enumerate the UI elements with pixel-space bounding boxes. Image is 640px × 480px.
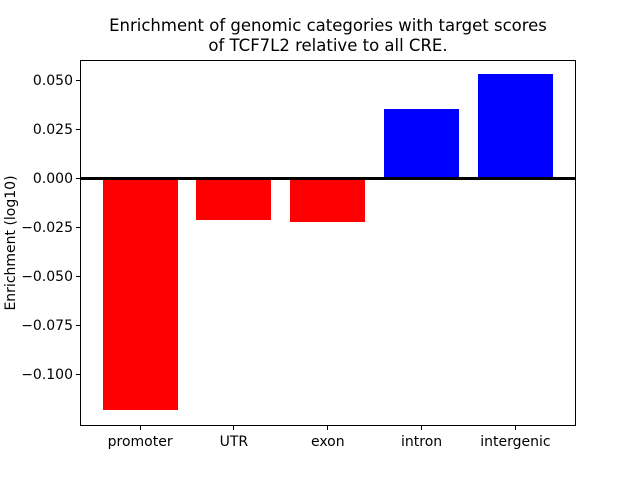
x-tick-label-intron: intron: [401, 434, 443, 450]
y-tick-mark: [76, 325, 80, 327]
x-tick-label-intergenic: intergenic: [480, 434, 551, 450]
x-tick-mark: [514, 426, 516, 430]
bar-promoter: [102, 178, 178, 410]
y-tick-mark: [76, 80, 80, 82]
y-tick-label: 0.000: [32, 170, 73, 187]
y-tick-label: −0.025: [21, 219, 73, 236]
bar-intergenic: [477, 73, 553, 179]
y-tick-mark: [76, 276, 80, 278]
y-tick-mark: [76, 129, 80, 131]
bar-exon: [290, 178, 366, 222]
y-tick-label: 0.050: [32, 72, 73, 89]
x-tick-mark: [327, 426, 329, 430]
x-tick-mark: [139, 426, 141, 430]
plot-area: [80, 60, 576, 426]
y-tick-label: −0.050: [21, 268, 73, 285]
x-tick-label-promoter: promoter: [107, 434, 173, 450]
chart-title-line1: Enrichment of genomic categories with ta…: [109, 16, 547, 35]
y-tick-mark: [76, 227, 80, 229]
bar-UTR: [196, 178, 272, 220]
chart-title-line2: of TCF7L2 relative to all CRE.: [208, 35, 448, 55]
zero-line: [80, 177, 576, 181]
chart-title: Enrichment of genomic categories with ta…: [80, 16, 576, 56]
x-tick-mark: [233, 426, 235, 430]
y-tick-label: −0.075: [21, 317, 73, 334]
y-tick-label: 0.025: [32, 121, 73, 138]
y-tick-mark: [76, 374, 80, 375]
x-tick-label-exon: exon: [310, 434, 345, 450]
bar-intron: [384, 109, 460, 179]
y-axis-label: Enrichment (log10): [3, 175, 19, 311]
y-tick-mark: [76, 178, 80, 180]
x-tick-mark: [421, 426, 423, 430]
y-tick-label: −0.100: [21, 366, 73, 383]
x-tick-label-UTR: UTR: [219, 434, 249, 450]
